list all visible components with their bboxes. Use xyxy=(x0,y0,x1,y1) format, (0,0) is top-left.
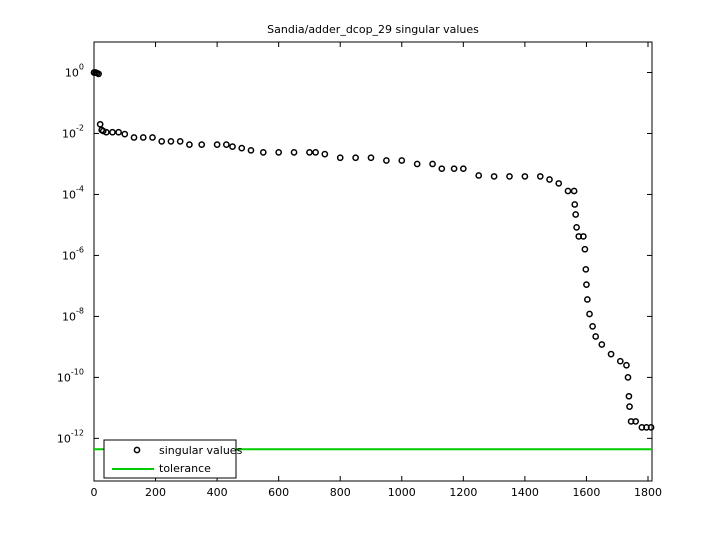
x-tick-label: 200 xyxy=(145,486,166,499)
data-point xyxy=(490,173,498,180)
data-point xyxy=(570,187,578,195)
data-point xyxy=(583,281,590,289)
data-point xyxy=(99,127,107,135)
chart-title: Sandia/adder_dcop_29 singular values xyxy=(267,23,479,36)
data-point xyxy=(623,361,630,369)
data-point xyxy=(383,157,390,164)
data-point xyxy=(398,157,406,164)
data-point xyxy=(564,187,572,195)
data-point xyxy=(626,403,633,410)
data-point xyxy=(213,141,221,148)
x-tick-label: 1800 xyxy=(634,486,662,499)
legend-box xyxy=(103,439,237,479)
data-point xyxy=(167,138,175,145)
plot-frame xyxy=(93,41,653,482)
data-point xyxy=(555,180,563,187)
y-tick-label: 10-12 xyxy=(57,428,84,445)
data-point xyxy=(475,172,483,179)
data-point xyxy=(306,149,313,156)
data-point xyxy=(616,357,624,365)
data-point xyxy=(607,350,615,358)
legend-label: singular values xyxy=(159,444,243,457)
y-tick-label: 100 xyxy=(65,62,84,79)
data-point xyxy=(176,138,184,145)
data-point xyxy=(336,154,344,162)
y-tick-label: 10-8 xyxy=(62,306,84,323)
x-tick-label: 400 xyxy=(207,486,228,499)
data-point xyxy=(624,374,632,381)
x-tick-label: 600 xyxy=(268,486,289,499)
x-tick-label: 1400 xyxy=(511,486,539,499)
data-point xyxy=(247,146,255,154)
data-point xyxy=(592,333,600,340)
data-point xyxy=(367,154,375,162)
data-point xyxy=(275,149,283,156)
legend-marker xyxy=(133,446,141,454)
data-point xyxy=(238,144,246,152)
data-point xyxy=(158,138,166,145)
x-tick-label: 800 xyxy=(330,486,351,499)
x-tick-label: 1000 xyxy=(388,486,416,499)
data-point xyxy=(312,149,319,156)
data-point xyxy=(571,201,579,208)
data-point xyxy=(290,149,298,156)
data-point xyxy=(121,130,129,138)
data-point xyxy=(459,165,467,173)
data-point xyxy=(506,173,513,180)
data-point xyxy=(581,245,589,253)
data-point xyxy=(149,134,156,141)
data-point xyxy=(186,141,193,148)
data-point xyxy=(632,418,640,425)
data-point xyxy=(259,149,267,156)
data-point xyxy=(582,265,590,273)
x-tick-label: 1200 xyxy=(449,486,477,499)
data-point xyxy=(198,141,206,148)
x-tick-label: 0 xyxy=(91,486,98,499)
data-point xyxy=(96,120,104,128)
data-point xyxy=(95,70,102,78)
data-point xyxy=(109,128,116,136)
data-point xyxy=(589,323,596,330)
data-point xyxy=(573,224,580,231)
data-point xyxy=(647,423,655,431)
data-point xyxy=(229,143,236,150)
data-point xyxy=(139,134,147,141)
data-point xyxy=(572,211,580,218)
data-point xyxy=(130,134,138,141)
x-tick-label: 1600 xyxy=(572,486,600,499)
y-tick-label: 10-2 xyxy=(62,123,84,140)
data-point xyxy=(438,165,446,173)
data-point xyxy=(222,141,230,148)
data-point xyxy=(598,341,606,348)
legend-label: tolerance xyxy=(159,462,211,475)
data-point xyxy=(586,310,593,318)
data-point xyxy=(625,392,633,400)
data-point xyxy=(429,160,436,168)
y-tick-label: 10-4 xyxy=(62,184,84,201)
data-point xyxy=(352,154,359,162)
data-point xyxy=(115,128,122,136)
data-point xyxy=(413,160,421,168)
data-point xyxy=(102,128,110,136)
data-point xyxy=(580,233,587,240)
data-point xyxy=(321,150,329,158)
data-point xyxy=(521,173,529,180)
data-point xyxy=(450,165,458,173)
y-tick-label: 10-10 xyxy=(57,367,84,384)
data-point xyxy=(584,296,591,303)
data-point xyxy=(536,173,544,180)
y-tick-label: 10-6 xyxy=(62,245,84,262)
data-point xyxy=(546,176,553,183)
